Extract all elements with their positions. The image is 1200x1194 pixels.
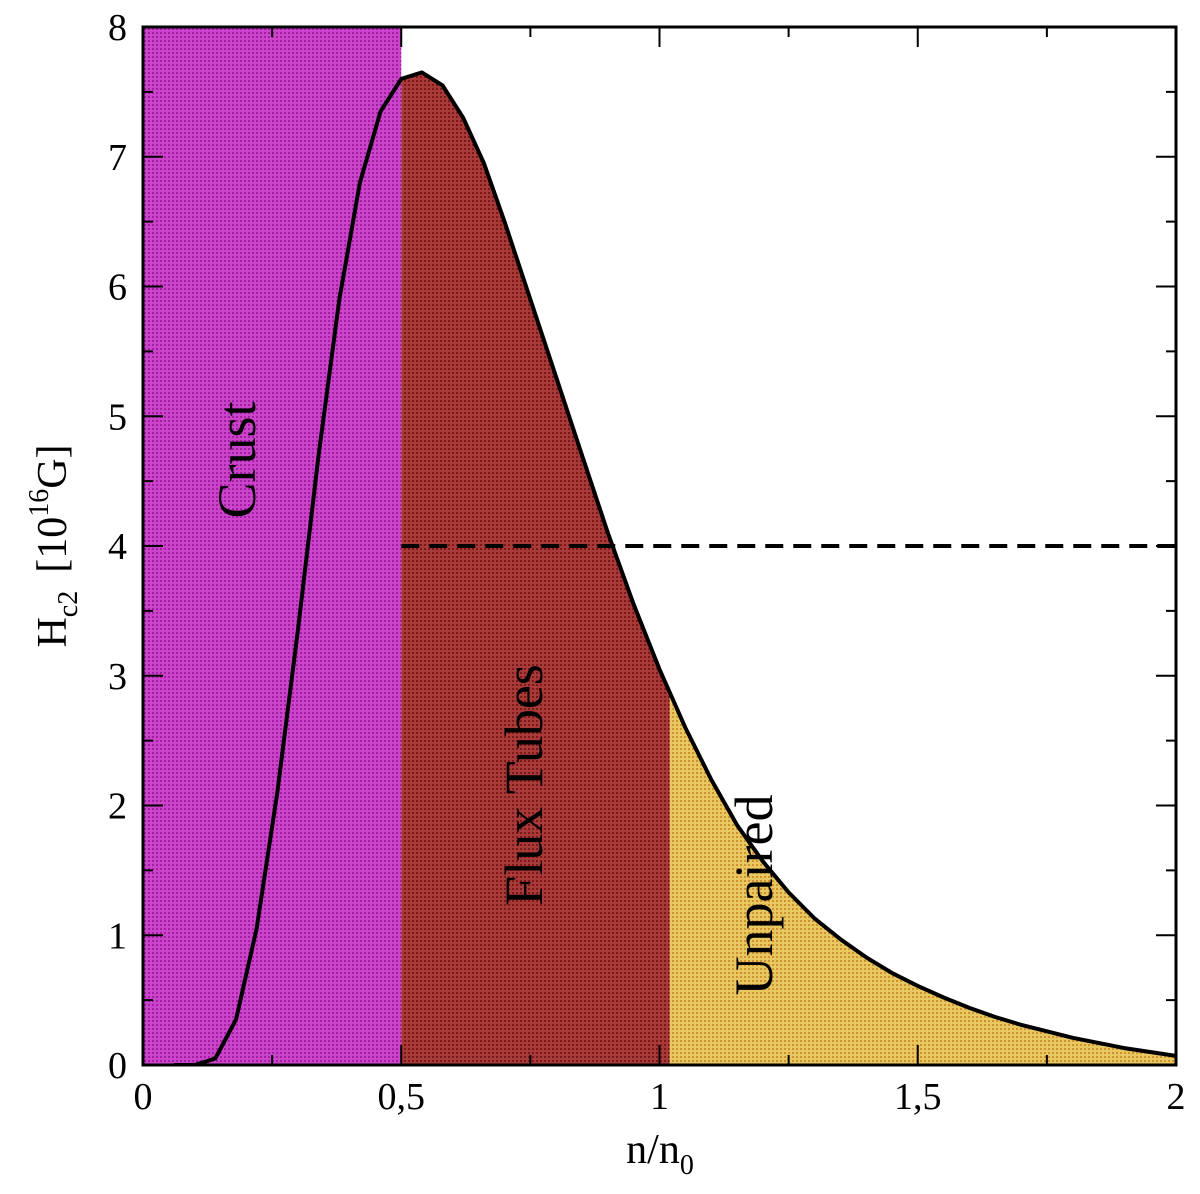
x-tick-label: 0,5	[378, 1076, 426, 1118]
y-tick-label: 5	[108, 396, 127, 438]
hc2-curve	[174, 70, 1176, 1065]
y-tick-label: 8	[108, 7, 127, 49]
y-tick-label: 4	[108, 526, 127, 568]
x-tick-label: 1,5	[894, 1076, 942, 1118]
y-tick-label: 6	[108, 267, 127, 309]
y-axis-title-bracket: [10	[30, 517, 76, 573]
region-label-flux-tubes: Flux Tubes	[494, 664, 554, 906]
y-axis-title-sub: c2	[53, 591, 84, 617]
y-tick-label: 1	[108, 915, 127, 957]
y-tick-label: 7	[108, 137, 127, 179]
region-label-unpaired: Unpaired	[724, 795, 784, 996]
x-tick-label: 1	[650, 1076, 669, 1118]
y-tick-label: 0	[108, 1045, 127, 1087]
x-axis-title-main: n/n	[626, 1127, 680, 1173]
y-axis-title-unit: G]	[30, 444, 76, 488]
y-axis-title-sup: 16	[24, 489, 55, 517]
unpaired-region	[669, 692, 1176, 1065]
region-label-crust: Crust	[207, 401, 267, 518]
x-tick-label: 0	[134, 1076, 153, 1118]
y-tick-label: 2	[108, 786, 127, 828]
y-tick-label: 3	[108, 656, 127, 698]
x-axis-title: n/n0	[626, 1127, 694, 1181]
x-axis-title-sub: 0	[680, 1150, 694, 1181]
x-tick-label: 2	[1167, 1076, 1186, 1118]
y-axis-title: Hc2 [1016G]	[24, 444, 84, 647]
axis-ticks	[142, 26, 1177, 1066]
flux-tubes-region	[401, 72, 670, 1065]
axis-tick-labels: 0 0,5 1 1,5 2 0 1 2 3 4 5 6 7 8	[108, 7, 1186, 1118]
y-axis-title-main: H	[30, 617, 76, 647]
crust-region	[143, 27, 402, 1065]
